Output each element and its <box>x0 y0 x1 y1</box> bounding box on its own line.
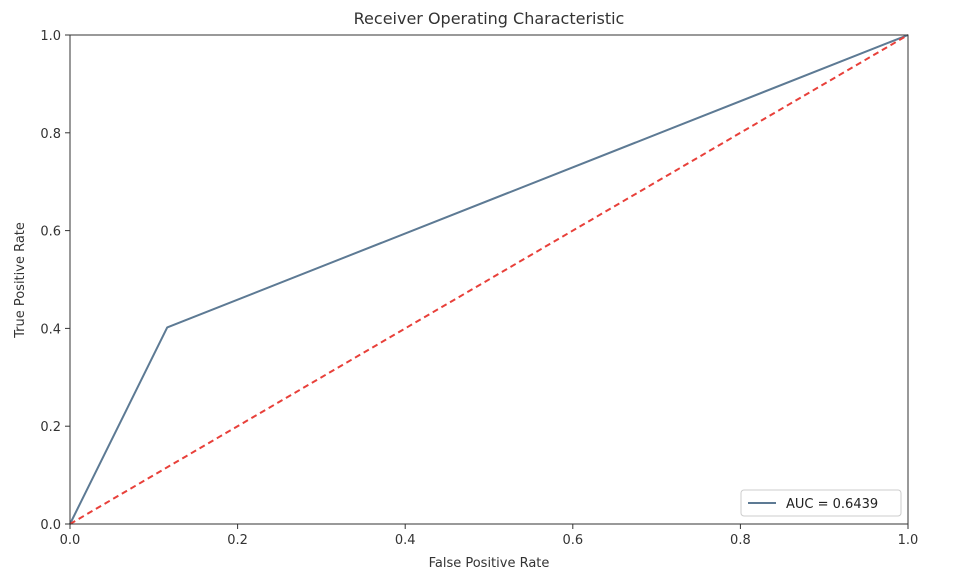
y-tick-label: 0.4 <box>40 322 61 337</box>
series-layer <box>69 34 909 525</box>
plot-frame <box>69 34 909 525</box>
x-tick-label: 0.0 <box>60 533 81 548</box>
x-axis-label: False Positive Rate <box>429 556 550 571</box>
y-tick-label: 0.2 <box>40 420 61 435</box>
x-axis-ticks: 0.0 0.2 0.4 0.6 0.8 1.0 <box>60 524 919 548</box>
chance-diagonal-line <box>69 34 909 525</box>
plot-area <box>69 34 909 525</box>
legend-label: AUC = 0.6439 <box>786 497 878 512</box>
y-tick-label: 0.0 <box>40 518 61 533</box>
x-tick-label: 0.4 <box>395 533 416 548</box>
chart-title: Receiver Operating Characteristic <box>354 9 625 28</box>
y-tick-label: 0.6 <box>40 225 61 240</box>
y-tick-label: 0.8 <box>40 127 61 142</box>
y-axis-ticks: 0.0 0.2 0.4 0.6 0.8 1.0 <box>40 29 70 533</box>
y-axis-label: True Positive Rate <box>13 222 28 339</box>
x-tick-label: 0.2 <box>227 533 248 548</box>
x-tick-label: 1.0 <box>898 533 919 548</box>
legend-box <box>740 489 902 517</box>
x-tick-label: 0.6 <box>562 533 583 548</box>
y-tick-label: 1.0 <box>40 29 61 44</box>
legend: AUC = 0.6439 <box>740 489 902 517</box>
x-tick-label: 0.8 <box>730 533 751 548</box>
roc-curve-line <box>69 34 909 525</box>
